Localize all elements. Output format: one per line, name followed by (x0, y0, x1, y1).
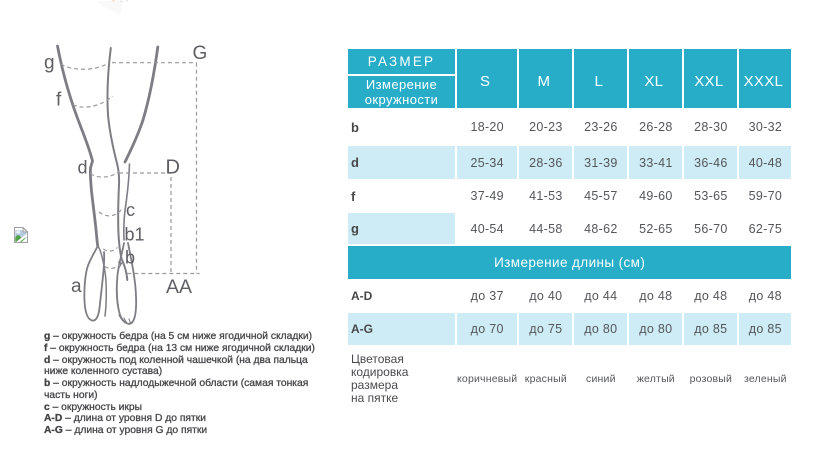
svg-text:D: D (166, 157, 180, 179)
svg-text:d: d (78, 158, 88, 178)
svg-text:AA: AA (166, 276, 192, 298)
svg-text:a: a (71, 276, 82, 297)
svg-text:g: g (44, 53, 55, 74)
svg-text:f: f (56, 90, 62, 111)
svg-text:b: b (125, 248, 135, 268)
svg-text:G: G (193, 43, 208, 64)
svg-text:c: c (126, 200, 135, 220)
svg-text:b1: b1 (125, 225, 145, 245)
